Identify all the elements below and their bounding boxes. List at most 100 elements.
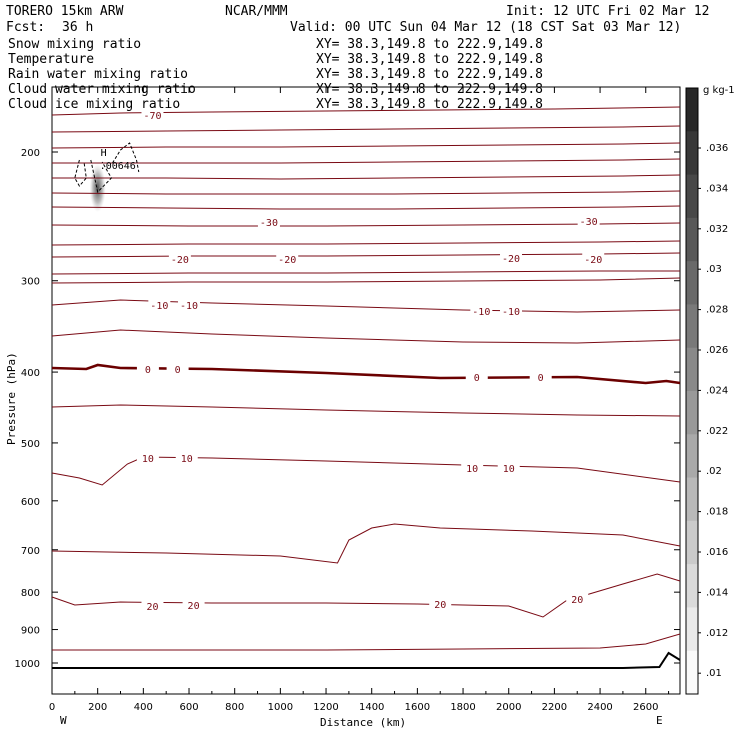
isotherm-label: -20 bbox=[584, 255, 602, 266]
label-mask bbox=[465, 371, 488, 382]
isotherm-label: 0 bbox=[474, 373, 480, 384]
isotherm-label: 20 bbox=[188, 601, 200, 612]
isotherm-label: 20 bbox=[146, 602, 158, 613]
legend-entry: Rain water mixing ratio bbox=[8, 67, 188, 82]
colorbar-label: .01 bbox=[706, 668, 722, 679]
isotherm-line bbox=[52, 158, 681, 164]
terrain-line bbox=[52, 651, 681, 669]
colorbar-swatch bbox=[686, 477, 698, 522]
colorbar-label: .012 bbox=[706, 628, 728, 639]
isotherm-label: -10 bbox=[472, 307, 490, 318]
label-mask bbox=[582, 253, 605, 264]
x-tick-label: 1200 bbox=[313, 702, 338, 713]
isotherm-label: 0 bbox=[175, 365, 181, 376]
isotherm-line bbox=[51, 106, 681, 116]
legend-xy: XY= 38.3,149.8 to 222.9,149.8 bbox=[316, 52, 543, 67]
colorbar-swatch bbox=[686, 88, 698, 132]
legend-xy: XY= 38.3,149.8 to 222.9,149.8 bbox=[316, 82, 543, 97]
isotherm-label: -10 bbox=[180, 301, 198, 312]
colorbar-label: .03 bbox=[706, 264, 722, 275]
legend-xy: XY= 38.3,149.8 to 222.9,149.8 bbox=[316, 67, 543, 82]
isotherm-label: 10 bbox=[181, 454, 193, 465]
x-tick-label: 1000 bbox=[268, 702, 293, 713]
west-label: W bbox=[60, 714, 67, 727]
legend-entry: Cloud ice mixing ratio bbox=[8, 97, 180, 112]
init-time: Init: 12 UTC Fri 02 Mar 12 bbox=[506, 4, 710, 19]
isotherm-line bbox=[51, 222, 681, 227]
x-tick-label: 2400 bbox=[587, 702, 612, 713]
east-label: E bbox=[656, 714, 663, 727]
label-mask bbox=[566, 593, 589, 604]
label-mask bbox=[182, 599, 205, 610]
label-mask bbox=[148, 299, 171, 310]
isotherm-label: -20 bbox=[502, 254, 520, 265]
isotherm-label: -10 bbox=[502, 307, 520, 318]
label-mask bbox=[166, 363, 189, 374]
label-mask bbox=[529, 371, 552, 382]
isotherm-line bbox=[51, 142, 681, 149]
x-tick-label: 2000 bbox=[496, 702, 521, 713]
isotherm-line bbox=[51, 404, 681, 417]
cloud-ice-shading bbox=[89, 164, 106, 212]
colorbar-unit: g kg-1 bbox=[703, 85, 735, 96]
label-mask bbox=[136, 452, 159, 463]
legend-entry: Cloud water mixing ratio bbox=[8, 82, 196, 97]
colorbar: g kg-1 .036 .034 .032 .03 .028 .026 .024 .022 .02… bbox=[685, 85, 735, 695]
colorbar-swatch bbox=[686, 261, 698, 305]
colorbar-label: .022 bbox=[706, 426, 728, 437]
plot-area: -70 -30 -30 -20 -20 -20 -20 -10 -10 -10 -10 0 0 0 0 10 1… bbox=[51, 106, 681, 669]
colorbar-swatch bbox=[686, 347, 698, 392]
fcst-label: Fcst: bbox=[6, 20, 45, 35]
model-title: TORERO 15km ARW bbox=[6, 4, 124, 19]
isotherm-line bbox=[52, 633, 681, 651]
fcst-value: 36 h bbox=[62, 20, 93, 35]
isotherm-label: -70 bbox=[143, 111, 161, 122]
y-tick-label: 900 bbox=[21, 626, 40, 637]
freezing-isotherm bbox=[51, 363, 681, 385]
label-mask bbox=[178, 299, 201, 310]
snow-contour bbox=[112, 142, 140, 173]
label-mask bbox=[470, 305, 493, 316]
colorbar-swatch bbox=[686, 650, 698, 695]
colorbar-swatch bbox=[686, 304, 698, 349]
x-tick-label: 1400 bbox=[359, 702, 384, 713]
isotherm-label: 0 bbox=[145, 365, 151, 376]
y-tick-label: 800 bbox=[21, 588, 40, 599]
y-tick-label: 600 bbox=[21, 497, 40, 508]
isotherm-line bbox=[51, 190, 681, 195]
field-legend: Snow mixing ratio XY= 38.3,149.8 to 222.9… bbox=[8, 37, 543, 112]
colorbar-swatch bbox=[686, 391, 698, 435]
isotherm-line bbox=[51, 240, 681, 246]
label-mask bbox=[257, 216, 280, 227]
isotherm-line bbox=[52, 174, 681, 180]
isotherm-line bbox=[51, 329, 681, 344]
label-mask bbox=[175, 452, 198, 463]
colorbar-swatch bbox=[686, 174, 698, 219]
label-mask bbox=[497, 462, 520, 473]
colorbar-label: .014 bbox=[706, 587, 728, 598]
colorbar-label: .028 bbox=[706, 305, 728, 316]
x-tick-label: 0 bbox=[49, 702, 55, 713]
x-axis-label: Distance (km) bbox=[320, 716, 406, 729]
isotherm-label: 0 bbox=[538, 373, 544, 384]
isotherm-line bbox=[51, 125, 681, 133]
x-tick-label: 1800 bbox=[450, 702, 475, 713]
isotherm-line bbox=[51, 277, 681, 284]
legend-xy: XY= 38.3,149.8 to 222.9,149.8 bbox=[316, 97, 543, 112]
isotherm-label: -20 bbox=[171, 255, 189, 266]
y-tick-label: 700 bbox=[21, 546, 40, 557]
isotherm-line bbox=[51, 573, 681, 618]
colorbar-swatch bbox=[686, 434, 698, 479]
label-mask bbox=[141, 109, 164, 120]
label-mask bbox=[136, 363, 159, 374]
x-tick-label: 2200 bbox=[542, 702, 567, 713]
valid-time: Valid: 00 UTC Sun 04 Mar 12 (18 CST Sat … bbox=[290, 20, 681, 35]
isotherm-label: -20 bbox=[278, 255, 296, 266]
isotherm-label: -30 bbox=[580, 217, 598, 228]
isotherm-line bbox=[51, 523, 681, 564]
isotherm-label: -10 bbox=[150, 301, 168, 312]
colorbar-label: .032 bbox=[706, 224, 728, 235]
label-mask bbox=[276, 253, 299, 264]
isotherm-label: -30 bbox=[260, 218, 278, 229]
